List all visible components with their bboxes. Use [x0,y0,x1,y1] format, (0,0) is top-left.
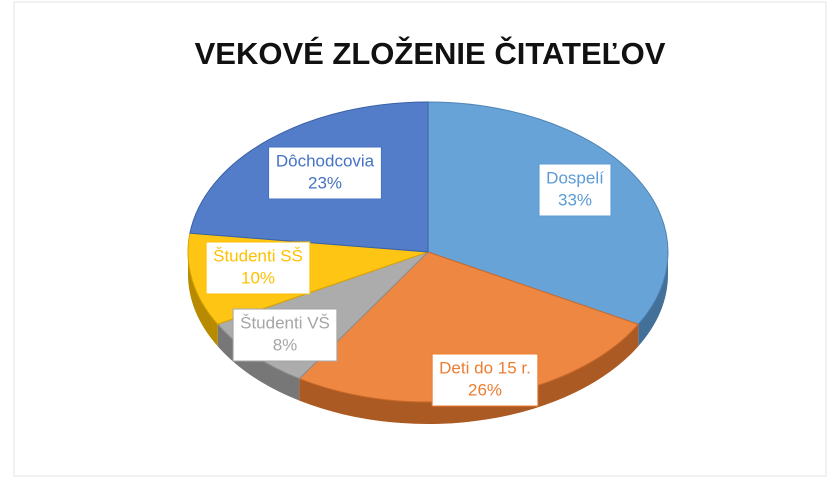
data-label: Dôchodcovia 23% [268,146,382,200]
data-label-name: Dospelí [546,168,604,187]
data-label-value: 33% [558,190,592,209]
slice-side [638,252,668,347]
data-label: Deti do 15 r. 26% [431,353,539,407]
chart-title: VEKOVÉ ZLOŽENIE ČITATEĽOV [195,35,666,71]
data-label-box [232,308,338,362]
slice-side [188,252,218,347]
data-label-box [268,146,382,200]
data-label-name: Dôchodcovia [276,151,375,170]
data-label-value: 26% [468,380,502,399]
data-label-box [538,163,612,217]
data-label-value: 23% [308,173,342,192]
data-label-box [205,241,311,295]
data-label: Dospelí 33% [538,163,612,217]
data-label: Študenti VŠ 8% [232,308,338,362]
data-label-name: Študenti VŠ [240,313,330,332]
slice-side [299,324,639,424]
data-label-value: 10% [241,268,275,287]
data-label-value: 8% [273,335,298,354]
data-label-name: Študenti SŠ [213,246,303,265]
data-label: Študenti SŠ 10% [205,241,311,295]
data-label-box [431,353,539,407]
slice-side [217,324,300,401]
data-label-name: Deti do 15 r. [439,358,531,377]
